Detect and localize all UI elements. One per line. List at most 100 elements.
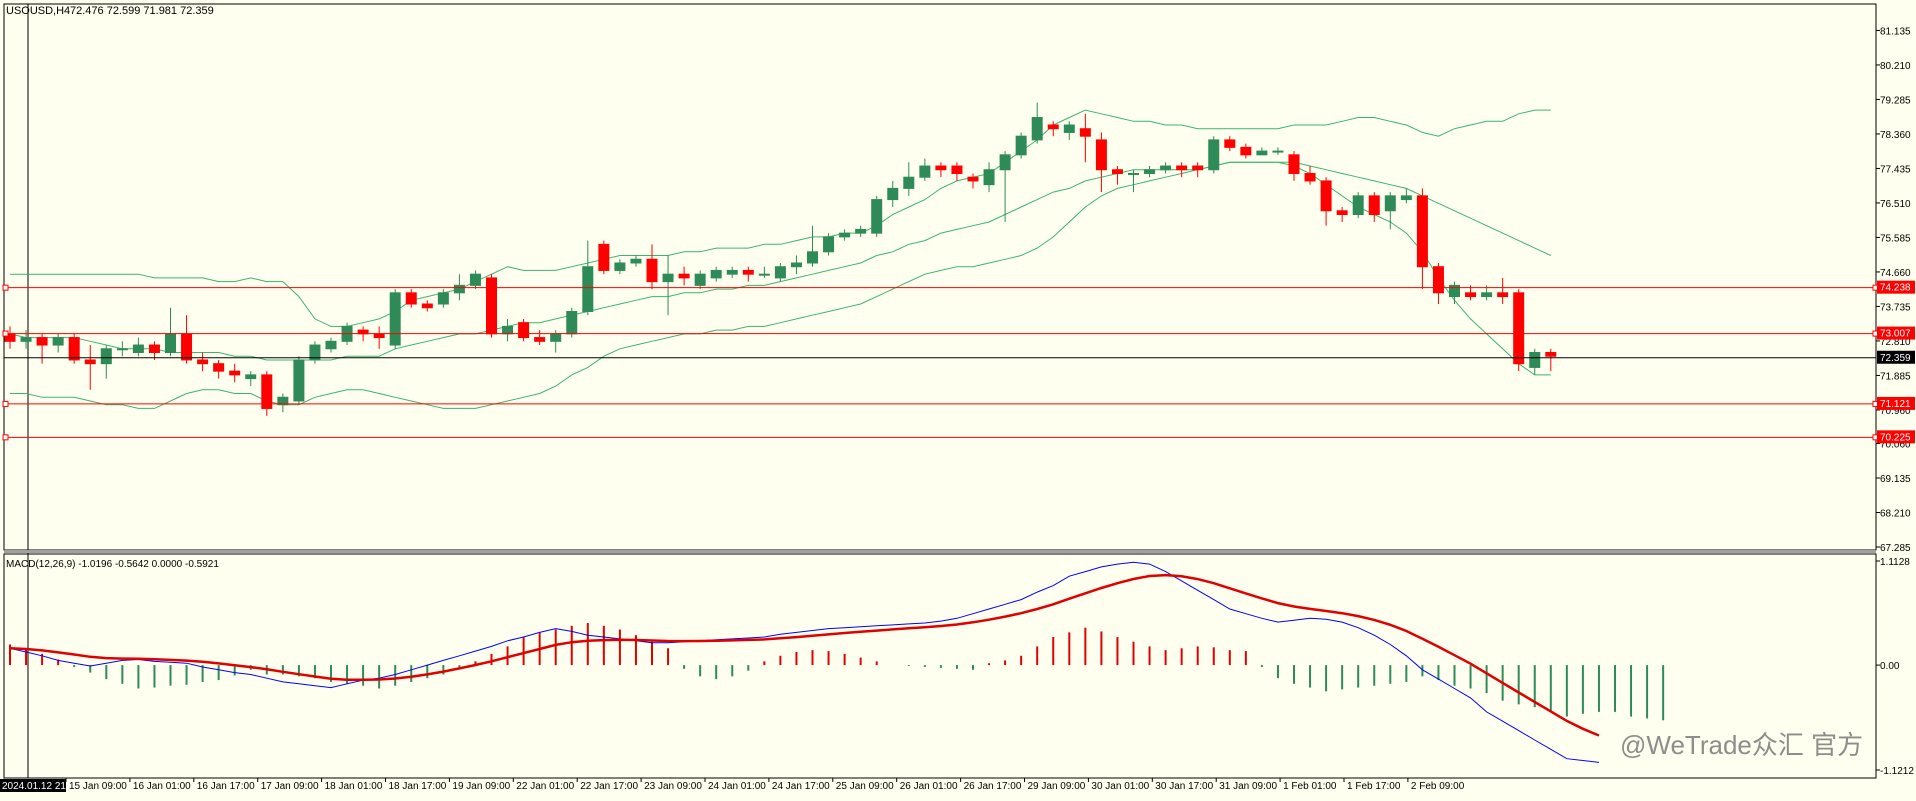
candle-bull [100, 348, 112, 365]
candle-bull [758, 273, 770, 276]
candle-bull [550, 333, 562, 342]
candle-bull [502, 325, 514, 335]
candle-bull [839, 232, 851, 238]
time-tick-label: 31 Jan 09:00 [1219, 781, 1277, 792]
candle-bear [935, 165, 947, 171]
time-tick-label: 2 Feb 09:00 [1411, 781, 1465, 792]
candle-bull [1015, 135, 1027, 156]
time-tick-label: 18 Jan 01:00 [325, 781, 383, 792]
candle-bull [855, 228, 867, 234]
panel-separator [4, 550, 1876, 553]
time-tick-label: 1 Feb 01:00 [1283, 781, 1337, 792]
time-tick-label: 15 Jan 09:00 [69, 781, 127, 792]
candle-bear [1368, 195, 1380, 216]
macd-tick-label: -1.1212 [1880, 766, 1914, 777]
time-tick-label: 30 Jan 01:00 [1091, 781, 1149, 792]
price-tick-label: 73.735 [1880, 302, 1911, 313]
horizontal-levels[interactable]: 74.238 73.007 71.121 70.225 72.359 [2, 280, 1915, 444]
candle-bull [293, 359, 305, 402]
candle-bull [694, 273, 706, 286]
level-label-bg [1877, 430, 1915, 444]
candle-bull [20, 337, 32, 342]
chart-frames [3, 3, 1877, 779]
candle-bear [1320, 180, 1332, 212]
price-tick-label: 79.285 [1880, 95, 1911, 106]
time-tick-label: 22 Jan 01:00 [516, 781, 574, 792]
price-tick-label: 70.060 [1880, 440, 1911, 451]
candle-bull [165, 333, 176, 353]
candle-bear [1432, 266, 1444, 294]
macd-panel: 1.1128 0.00 -1.1212 [9, 557, 1914, 777]
macd-title: MACD(12,26,9) -1.0196 -0.5642 0.0000 -0.… [6, 559, 219, 570]
candle-bear [646, 258, 658, 283]
candle-bull [1063, 124, 1075, 133]
level-label: 74.238 [1880, 283, 1911, 294]
current-price-label: 72.359 [1880, 353, 1911, 364]
candle-bear [1176, 165, 1188, 171]
time-tick-label: 26 Jan 01:00 [900, 781, 958, 792]
candle-bear [1416, 195, 1428, 268]
candle-bull [1144, 169, 1156, 174]
time-tick-label: 19 Jan 09:00 [452, 781, 510, 792]
candle-bear [405, 292, 417, 305]
candle-bull [453, 284, 465, 294]
price-tick-label: 81.135 [1880, 26, 1911, 37]
candle-bear [598, 243, 610, 271]
level-handle-left [2, 400, 9, 407]
level-label: 73.007 [1880, 329, 1911, 340]
time-tick-label: 16 Jan 01:00 [133, 781, 191, 792]
candle-bull [132, 344, 144, 353]
level-handle-left [2, 330, 9, 337]
candle-bear [678, 273, 690, 279]
macd-tick-label: 1.1128 [1880, 557, 1910, 568]
time-tick-label: 24 Jan 01:00 [708, 781, 766, 792]
candle-bull [1352, 195, 1364, 216]
candle-bull [1256, 150, 1268, 156]
price-axis: 81.135 80.210 79.285 78.360 77.435 76.510 75.5… [1876, 26, 1911, 554]
candle-bull [1272, 150, 1284, 153]
time-tick-label: 16 Jan 17:00 [197, 781, 255, 792]
signal-line [9, 573, 1600, 737]
candle-bear [1336, 210, 1348, 216]
candle-bull [1400, 195, 1412, 201]
bollinger-bands [9, 109, 1552, 409]
candle-bull [887, 187, 899, 201]
candle-bull [630, 258, 642, 264]
candle-bull [1128, 172, 1139, 175]
candle-bull [309, 344, 321, 361]
candle-bear [1079, 128, 1091, 137]
candle-bull [1208, 139, 1220, 171]
candle-bull [1384, 195, 1396, 212]
candle-bull [325, 340, 337, 350]
candle-bull [469, 273, 481, 286]
time-tick-label: 17 Jan 09:00 [261, 781, 319, 792]
candle-bull [774, 266, 786, 279]
candle-bull [1449, 284, 1460, 298]
candle-bear [373, 333, 385, 339]
candle-bull [116, 348, 128, 351]
candle-bear [1545, 351, 1557, 357]
chart-title: USOUSD,H4 [6, 5, 70, 17]
price-tick-label: 76.510 [1880, 199, 1911, 210]
price-tick-label: 68.210 [1880, 509, 1911, 520]
candle-bull [871, 199, 883, 234]
candle-bear [1304, 172, 1316, 182]
candle-bear [421, 303, 433, 309]
candle-bull [1031, 117, 1043, 141]
level-label: 71.121 [1880, 399, 1911, 410]
level-label-bg [1877, 326, 1915, 340]
candle-bear [1047, 124, 1059, 130]
candle-bull [726, 269, 738, 275]
macd-line [9, 561, 1600, 763]
candle-bull [245, 374, 257, 380]
candle-bull [1529, 351, 1541, 368]
candle-bear [181, 333, 193, 361]
macd-tick-label: 0.00 [1880, 661, 1900, 672]
time-cursor-bg [0, 779, 66, 792]
bollinger-lower [10, 161, 1551, 409]
candle-bear [534, 337, 546, 342]
candle-bear [84, 359, 96, 365]
candle-bear [518, 322, 530, 339]
